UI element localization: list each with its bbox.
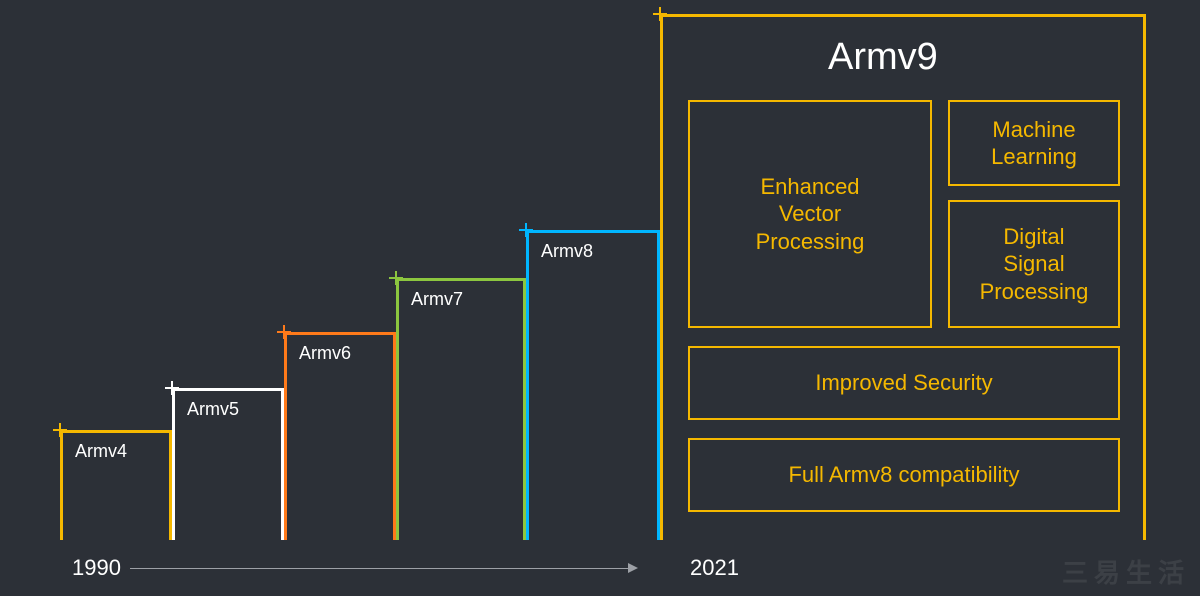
bar-label-armv5: Armv5: [187, 399, 239, 420]
bar-label-armv7: Armv7: [411, 289, 463, 310]
plus-icon: [519, 223, 533, 237]
plus-icon: [53, 423, 67, 437]
bar-armv8: Armv8: [526, 230, 660, 540]
bar-label-armv4: Armv4: [75, 441, 127, 462]
plus-icon: [277, 325, 291, 339]
v9-box-ml: Machine Learning: [948, 100, 1120, 186]
plus-icon: [389, 271, 403, 285]
bar-label-armv6: Armv6: [299, 343, 351, 364]
watermark-text: 三易生活: [1062, 553, 1190, 590]
v9-box-evp: Enhanced Vector Processing: [688, 100, 932, 328]
axis-start-label: 1990: [72, 555, 121, 581]
bar-armv7: Armv7: [396, 278, 526, 540]
v9-box-compat: Full Armv8 compatibility: [688, 438, 1120, 512]
v9-box-compat-text: Full Armv8 compatibility: [788, 461, 1019, 489]
armv9-title: Armv9: [828, 36, 938, 79]
v9-box-ml-text: Machine Learning: [991, 116, 1077, 171]
axis-arrow-head-icon: [628, 563, 638, 573]
diagram-stage: Armv4 Armv5 Armv6 Armv7 Armv8 1990 2021 …: [0, 0, 1200, 596]
plus-icon: [653, 7, 667, 21]
v9-box-dsp: Digital Signal Processing: [948, 200, 1120, 328]
v9-box-evp-text: Enhanced Vector Processing: [756, 173, 865, 256]
v9-box-dsp-text: Digital Signal Processing: [980, 223, 1089, 306]
bar-label-armv8: Armv8: [541, 241, 593, 262]
bar-armv4: Armv4: [60, 430, 172, 540]
axis-arrow-line: [130, 568, 628, 569]
bar-armv5: Armv5: [172, 388, 284, 540]
v9-box-security: Improved Security: [688, 346, 1120, 420]
plus-icon: [165, 381, 179, 395]
v9-box-security-text: Improved Security: [815, 369, 992, 397]
axis-end-label: 2021: [690, 555, 739, 581]
bar-armv6: Armv6: [284, 332, 396, 540]
